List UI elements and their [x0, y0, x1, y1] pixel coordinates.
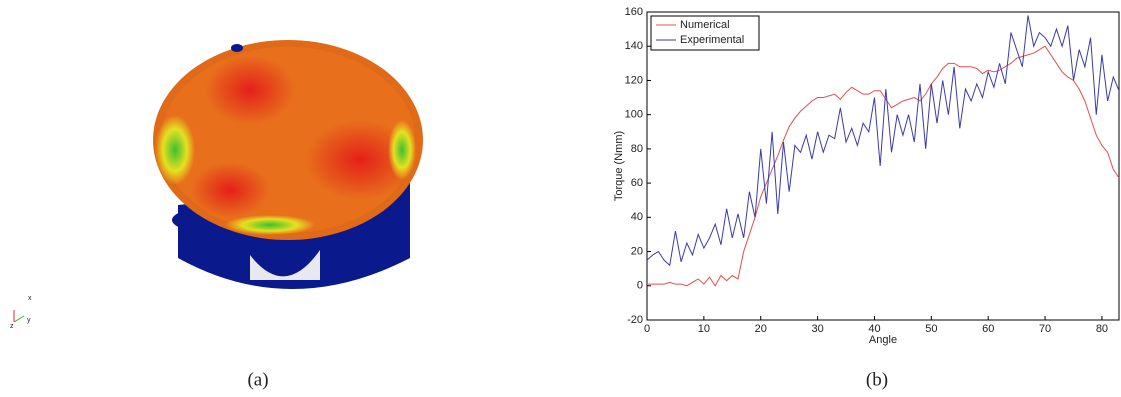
legend-label: Numerical [680, 19, 730, 31]
x-axis-label: Angle [869, 334, 897, 346]
y-tick-label: 100 [625, 109, 643, 121]
x-tick-label: 20 [755, 323, 767, 335]
legend-label: Experimental [680, 34, 744, 46]
series-line [647, 15, 1119, 265]
triad-label: y [27, 317, 31, 324]
y-tick-label: 40 [631, 211, 643, 223]
rendering: x z y [10, 40, 423, 330]
y-tick-label: 20 [631, 245, 643, 257]
x-tick-label: 50 [925, 323, 937, 335]
y-axis-label: Torque (Nmm) [613, 131, 625, 201]
triad-label: z [10, 323, 14, 330]
series-line [647, 46, 1119, 286]
x-tick-label: 60 [982, 323, 994, 335]
y-tick-label: 160 [625, 6, 643, 18]
y-tick-label: 80 [631, 143, 643, 155]
x-tick-label: 80 [1096, 323, 1108, 335]
caption: (a) [247, 369, 268, 390]
y-tick-label: 0 [637, 280, 643, 292]
y-tick-label: 60 [631, 177, 643, 189]
triad-label: x [28, 295, 32, 302]
y-tick-label: 120 [625, 74, 643, 86]
plot-frame [647, 12, 1119, 320]
y-tick-label: 140 [625, 40, 643, 52]
x-tick-label: 10 [698, 323, 710, 335]
y-tick-label: -20 [627, 314, 643, 326]
figure: x z y (a) (b) -2002040608010012014016001… [0, 0, 1121, 392]
x-tick-label: 0 [644, 323, 650, 335]
caption: (b) [866, 369, 888, 390]
x-tick-label: 30 [811, 323, 823, 335]
x-tick-label: 70 [1039, 323, 1051, 335]
